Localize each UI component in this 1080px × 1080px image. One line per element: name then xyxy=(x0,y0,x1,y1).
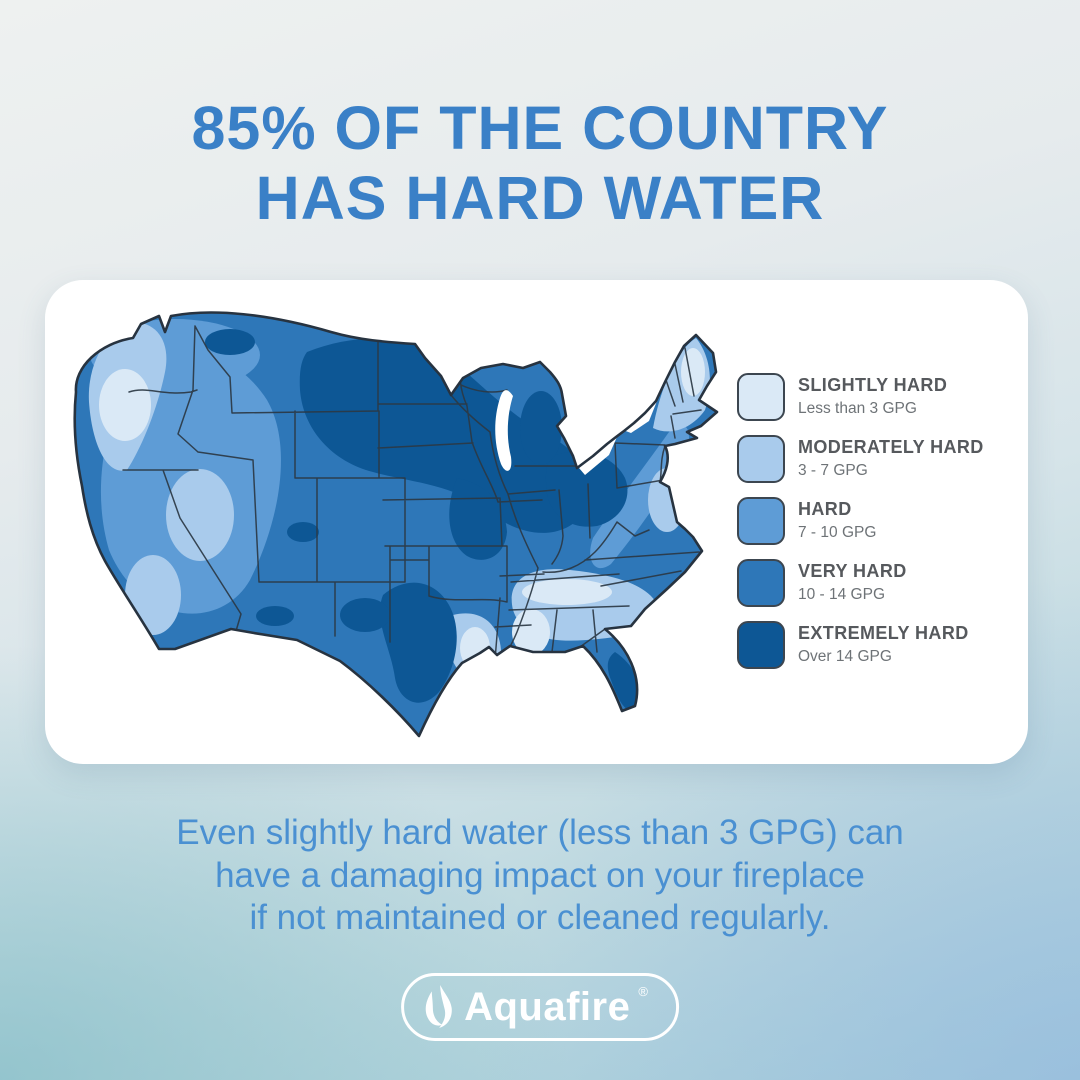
legend-label: EXTREMELY HARD xyxy=(798,623,969,643)
map-legend: SLIGHTLY HARD Less than 3 GPG MODERATELY… xyxy=(737,373,1019,669)
legend-range: 3 - 7 GPG xyxy=(798,461,868,479)
legend-range: 10 - 14 GPG xyxy=(798,585,886,603)
legend-texts: HARD 7 - 10 GPG xyxy=(798,497,876,542)
legend-item: EXTREMELY HARD Over 14 GPG xyxy=(737,621,1019,669)
aquafire-logo: Aquafire ® xyxy=(401,973,679,1041)
flame-icon xyxy=(425,985,452,1028)
legend-texts: SLIGHTLY HARD Less than 3 GPG xyxy=(798,373,947,418)
legend-item: SLIGHTLY HARD Less than 3 GPG xyxy=(737,373,1019,421)
legend-range: Less than 3 GPG xyxy=(798,399,917,417)
legend-label: HARD xyxy=(798,499,852,519)
map-card: SLIGHTLY HARD Less than 3 GPG MODERATELY… xyxy=(45,280,1028,764)
legend-item: MODERATELY HARD 3 - 7 GPG xyxy=(737,435,1019,483)
legend-label: VERY HARD xyxy=(798,561,907,581)
body-line-1: Even slightly hard water (less than 3 GP… xyxy=(176,813,904,852)
legend-range: Over 14 GPG xyxy=(798,647,892,665)
body-line-3: if not maintained or cleaned regularly. xyxy=(249,898,831,938)
title-line-2: HAS HARD WATER xyxy=(255,163,825,232)
legend-item: HARD 7 - 10 GPG xyxy=(737,497,1019,545)
legend-item: VERY HARD 10 - 14 GPG xyxy=(737,559,1019,607)
legend-swatch xyxy=(737,435,785,483)
registered-mark: ® xyxy=(638,984,648,999)
legend-texts: MODERATELY HARD 3 - 7 GPG xyxy=(798,435,984,480)
legend-label: SLIGHTLY HARD xyxy=(798,375,948,395)
title-line-1: 85% OF THE COUNTRY xyxy=(191,94,889,162)
brand-name: Aquafire xyxy=(464,985,631,1029)
legend-swatch xyxy=(737,373,785,421)
legend-swatch xyxy=(737,559,785,607)
legend-range: 7 - 10 GPG xyxy=(798,523,877,541)
legend-swatch xyxy=(737,621,785,669)
body-text: Even slightly hard water (less than 3 GP… xyxy=(0,812,1080,940)
legend-texts: EXTREMELY HARD Over 14 GPG xyxy=(798,621,969,666)
lake-michigan xyxy=(495,390,513,471)
body-line-2: have a damaging impact on your fireplace xyxy=(215,855,865,895)
legend-label: MODERATELY HARD xyxy=(798,437,984,457)
legend-texts: VERY HARD 10 - 14 GPG xyxy=(798,559,907,604)
lake-erie xyxy=(579,437,617,475)
us-water-hardness-map xyxy=(73,311,719,738)
legend-swatch xyxy=(737,497,785,545)
page-title: 85% OF THE COUNTRY HAS HARD WATER xyxy=(0,94,1080,233)
